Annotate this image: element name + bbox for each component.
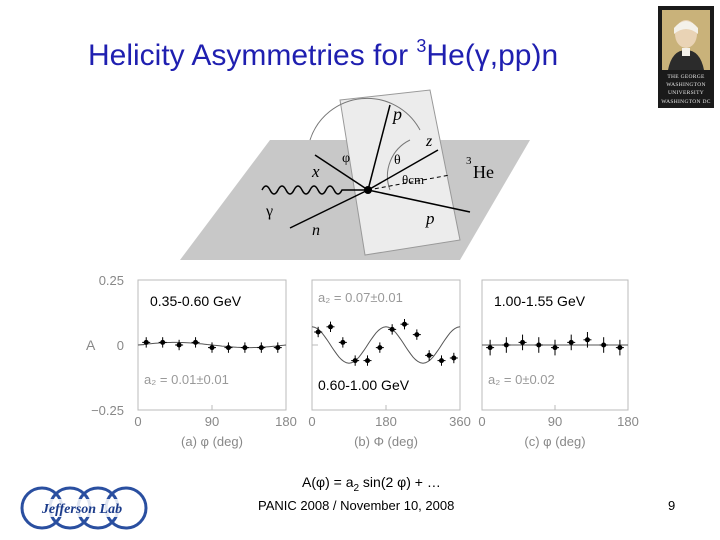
label-z: z (425, 133, 433, 150)
data-point (328, 324, 333, 330)
data-point (365, 358, 370, 364)
x-tick-label: 0 (308, 414, 315, 429)
x-tick-label: 360 (449, 414, 471, 429)
label-p-top: p (391, 104, 402, 124)
data-point (143, 339, 149, 345)
data-point (451, 355, 457, 361)
data-point (536, 342, 542, 348)
data-point (426, 352, 432, 358)
label-p-bottom: p (425, 209, 435, 228)
photon-wave-icon (261, 185, 366, 195)
label-n: n (312, 222, 320, 239)
fit-parameter-label: a₂ = 0.07±0.01 (318, 290, 403, 305)
data-point (414, 332, 420, 338)
y-tick-label: 0 (117, 338, 124, 353)
x-tick-label: 90 (205, 414, 219, 429)
y-tick-label: −0.25 (91, 403, 124, 418)
data-point (160, 339, 166, 345)
data-point (352, 358, 358, 364)
data-point (315, 329, 321, 335)
data-point (193, 339, 199, 345)
x-tick-label: 90 (548, 414, 562, 429)
data-point (209, 345, 215, 351)
panel-b-energy-label: 0.60-1.00 GeV (318, 377, 410, 393)
panel-a-energy-label: 0.35-0.60 GeV (150, 293, 242, 309)
fit-parameter-label: a₂ = 0.01±0.01 (144, 372, 229, 387)
fit-parameter-label: a₂ = 0±0.02 (488, 372, 555, 387)
panel-c-energy-label: 1.00-1.55 GeV (494, 293, 586, 309)
panel-axis-caption: (a) φ (deg) (181, 434, 243, 449)
page-number: 9 (668, 498, 676, 513)
panel-axis-caption: (b) Φ (deg) (354, 434, 418, 449)
data-point (601, 342, 607, 348)
x-tick-label: 0 (134, 414, 141, 429)
data-point (487, 345, 493, 351)
y-axis-label: A (86, 337, 96, 353)
x-tick-label: 180 (275, 414, 297, 429)
data-point (520, 339, 526, 345)
data-point (439, 358, 444, 364)
gw-logo-text: WASHINGTON (666, 82, 706, 88)
gw-logo-text: UNIVERSITY (668, 90, 704, 96)
proton-vector (367, 104, 391, 191)
gw-logo-text: THE GEORGE (667, 74, 705, 80)
kinematics-diagram: p z θ φ x θcm 3 He γ n p (180, 89, 530, 260)
x-tick-label: 0 (478, 414, 485, 429)
data-point (568, 339, 574, 345)
data-point (377, 345, 383, 351)
gw-logo-text: WASHINGTON DC (661, 99, 711, 105)
label-he3: He (473, 162, 494, 182)
x-axis (314, 154, 369, 191)
data-point (389, 326, 395, 332)
jefferson-lab-logo: Jefferson Lab (20, 486, 148, 530)
jlab-logo-text: Jefferson Lab (41, 502, 122, 517)
fit-curve (311, 326, 461, 364)
footer-text: PANIC 2008 / November 10, 2008 (258, 498, 455, 513)
data-point (584, 337, 590, 343)
label-theta: θ (394, 153, 401, 168)
data-point (225, 345, 231, 351)
label-he3-sup: 3 (466, 155, 472, 167)
data-point (402, 321, 407, 327)
gw-university-logo: THE GEORGE WASHINGTON UNIVERSITY WASHING… (658, 6, 714, 108)
y-tick-label: 0.25 (99, 273, 124, 288)
data-point (176, 342, 182, 348)
data-point (617, 345, 623, 351)
data-point (340, 339, 346, 345)
panel-axis-caption: (c) φ (deg) (524, 434, 585, 449)
proton-vector-2 (367, 189, 471, 213)
label-x: x (311, 162, 320, 181)
slide-title: Helicity Asymmetries for 3He(γ,pp)n (88, 36, 559, 72)
asymmetry-formula: A(φ) = a2 sin(2 φ) + … (302, 474, 441, 494)
data-point (275, 345, 281, 351)
neutron-vector (289, 189, 369, 229)
washington-portrait-icon (662, 10, 710, 70)
label-theta-cm: θcm (402, 172, 424, 187)
label-gamma: γ (265, 203, 273, 220)
label-phi: φ (342, 151, 350, 166)
vertex-icon (364, 186, 372, 194)
data-point (242, 345, 248, 351)
x-tick-label: 180 (617, 414, 639, 429)
data-point (552, 345, 558, 351)
x-tick-label: 180 (375, 414, 397, 429)
z-axis (367, 149, 439, 191)
data-point (503, 342, 509, 348)
data-point (258, 345, 264, 351)
